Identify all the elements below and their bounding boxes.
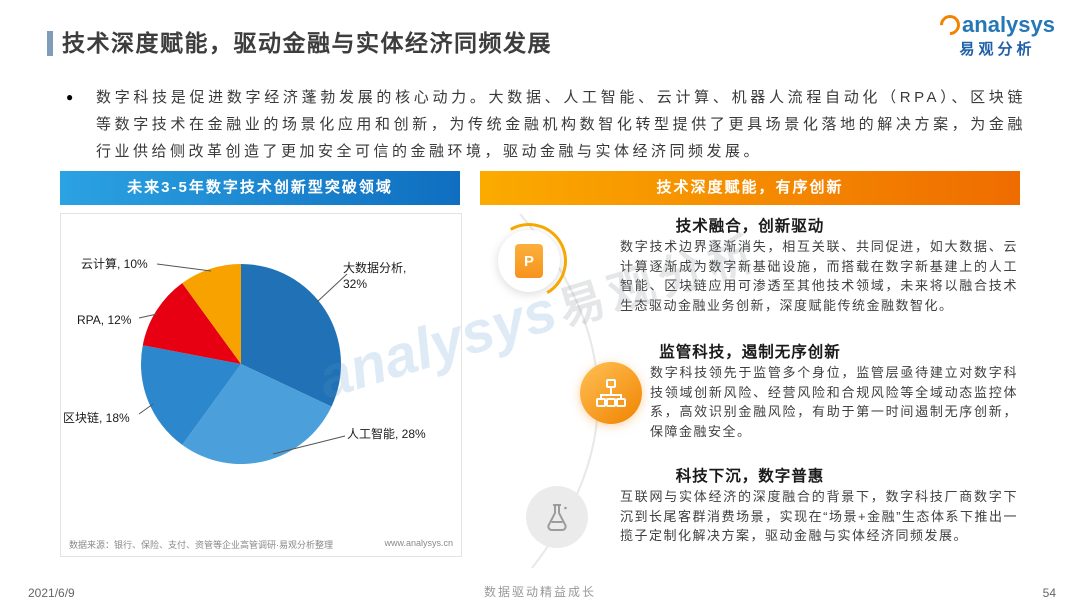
pie-slice-人工智能 <box>182 364 332 464</box>
pie-chart-card: 大数据分析, 32% 人工智能, 28% 区块链, 18% RPA, 12% 云… <box>60 213 462 557</box>
leader-line-ai <box>272 435 346 455</box>
flask-glyph <box>547 504 567 531</box>
footer-date: 2021/6/9 <box>28 586 75 600</box>
pie-label-cloud: 云计算, 10% <box>81 257 148 271</box>
bullet-icon: ● <box>66 90 74 104</box>
footer-slogan: 数据驱动精益成长 <box>483 585 596 599</box>
leader-line-bigdata <box>316 273 348 303</box>
leader-line-blockchain <box>138 403 154 415</box>
analysys-logo: analysys 易观分析 <box>935 10 1055 59</box>
logo-chinese-text: 易观分析 <box>959 41 1036 58</box>
pie-label-ai: 人工智能, 28% <box>347 427 426 441</box>
page-number: 54 <box>1042 586 1056 600</box>
pie-slice-RPA <box>142 283 241 364</box>
website-text: www.analysys.cn <box>384 538 453 548</box>
logo-swoosh-icon <box>935 10 965 40</box>
pie-label-bigdata: 大数据分析, 32% <box>343 261 407 292</box>
pie-label-blockchain: 区块链, 18% <box>63 411 130 425</box>
document-p-icon: P <box>498 230 560 292</box>
logo-brand-text: analysys <box>962 12 1055 37</box>
source-row: 数据来源：银行、保险、支付、资管等企业高管调研·易观分析整理 www.analy… <box>69 538 453 551</box>
leader-line-cloud <box>156 263 212 272</box>
pie-label-rpa: RPA, 12% <box>77 313 132 327</box>
left-banner-title: 未来3-5年数字技术创新型突破领域 <box>60 171 460 205</box>
title-accent-bar <box>47 31 53 56</box>
right-panel: P 技术融合，创新驱动 数字技术边界逐渐消失，相互关联、共同促进，如大数据、云计… <box>480 214 1020 568</box>
pie-chart <box>138 263 348 464</box>
section-heading-tech-fusion: 技术融合，创新驱动 <box>675 218 825 235</box>
logo-brand-row: analysys <box>935 10 1055 40</box>
pie-slice-区块链 <box>140 345 241 445</box>
pie-slice-云计算 <box>182 264 241 364</box>
pie-slice-大数据分析 <box>241 264 341 407</box>
org-chart-icon <box>580 362 642 424</box>
section-heading-inclusion: 科技下沉，数字普惠 <box>675 468 825 485</box>
section-body-inclusion: 互联网与实体经济的深度融合的背景下，数字科技厂商数字下沉到长尾客群消费场景，实现… <box>620 489 1018 543</box>
right-banner-title: 技术深度赋能，有序创新 <box>480 171 1020 205</box>
section-body-tech-fusion: 数字技术边界逐渐消失，相互关联、共同促进，如大数据、云计算逐渐成为数字新基础设施… <box>620 239 1018 313</box>
flask-icon <box>526 486 588 548</box>
document-p-glyph: P <box>515 244 543 278</box>
section-heading-regtech: 监管科技，遏制无序创新 <box>659 344 841 361</box>
org-chart-glyph <box>596 379 626 407</box>
data-source-note: 数据来源：银行、保险、支付、资管等企业高管调研·易观分析整理 <box>69 540 333 550</box>
page-title: 技术深度赋能，驱动金融与实体经济同频发展 <box>62 30 552 56</box>
intro-paragraph: 数字科技是促进数字经济蓬勃发展的核心动力。大数据、人工智能、云计算、机器人流程自… <box>96 89 1026 160</box>
section-body-regtech: 数字科技领先于监管多个身位，监管层亟待建立对数字科技领域创新风险、经营风险和合规… <box>650 365 1018 439</box>
leader-line-rpa <box>138 313 158 319</box>
document-p-letter: P <box>523 252 534 270</box>
